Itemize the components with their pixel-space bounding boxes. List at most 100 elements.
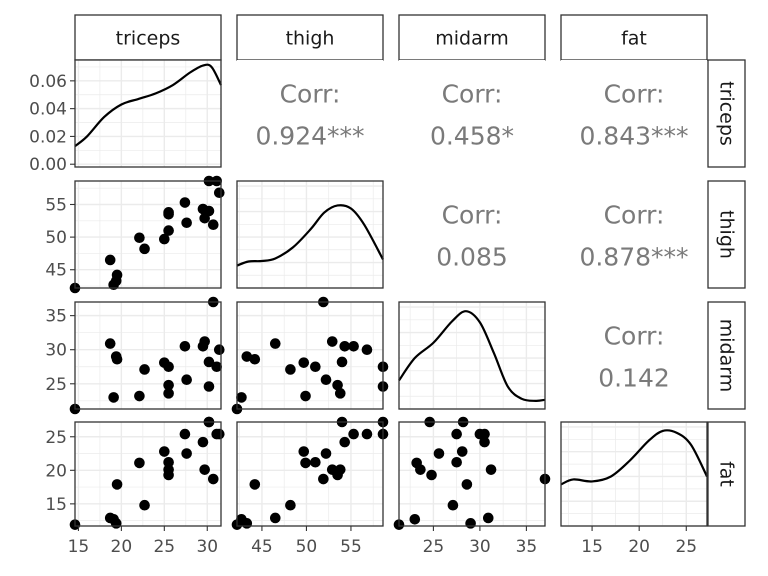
point-midarm-thigh [269, 338, 281, 349]
point-midarm-triceps [163, 361, 174, 373]
point-fat-thigh [298, 446, 310, 457]
strip-box [707, 301, 746, 410]
y-tick-label: 0.04 [29, 100, 67, 120]
strip-box [74, 14, 222, 61]
point-thigh-triceps [111, 269, 123, 281]
y-tick-label: 25 [45, 375, 67, 395]
y-tick-label: 55 [45, 195, 67, 215]
point-midarm-triceps [211, 361, 223, 373]
panel-background [561, 302, 707, 409]
point-thigh-triceps [139, 243, 150, 255]
point-fat-midarm [479, 436, 490, 448]
point-fat-triceps [199, 464, 210, 475]
panel-background [399, 302, 545, 409]
corr-label: Corr: [442, 201, 503, 230]
corr-value: 0.085 [436, 243, 508, 272]
point-midarm-thigh [236, 392, 247, 403]
point-fat-thigh [285, 499, 296, 511]
point-midarm-triceps [139, 364, 150, 375]
density-curve-midarm [398, 310, 546, 402]
x-tick-label: 30 [196, 537, 218, 557]
panel-triceps-fat: Corr: 0.843*** [561, 60, 707, 167]
point-midarm-thigh [334, 388, 346, 399]
corr-label: Corr: [280, 80, 341, 109]
strip-fat: fat [560, 14, 708, 61]
density-curve-fat [560, 429, 708, 486]
row-strip-midarm: midarm [707, 301, 746, 410]
x-tick-label: 55 [340, 537, 362, 557]
point-fat-thigh [326, 464, 338, 475]
row-strip-triceps: triceps [707, 59, 746, 168]
panel-background [561, 181, 707, 288]
x-tick-label: 20 [628, 537, 650, 557]
strip-box [236, 14, 384, 61]
panel-thigh-triceps [69, 175, 225, 294]
x-tick-label: 20 [111, 537, 133, 557]
row-strip-fat: fat [707, 421, 746, 527]
corr-value: 0.142 [598, 364, 670, 393]
point-fat-triceps [111, 479, 123, 490]
point-midarm-triceps [203, 381, 215, 392]
panel-background [75, 422, 221, 526]
point-fat-triceps [139, 499, 150, 511]
strip-label: triceps [716, 81, 738, 146]
point-thigh-triceps [207, 219, 219, 231]
x-tick-label: 50 [296, 537, 318, 557]
panel-background [237, 302, 383, 409]
panel-fat-thigh [231, 416, 389, 530]
corr-value: 0.924*** [255, 122, 364, 151]
x-tick-label: 15 [68, 537, 90, 557]
x-tick-label: 25 [675, 537, 697, 557]
point-midarm-triceps [111, 353, 123, 365]
point-midarm-thigh [310, 361, 321, 373]
panel-fat-midarm [393, 416, 551, 530]
strip-box [398, 14, 546, 61]
strip-box [707, 180, 746, 289]
y-tick-label: 45 [45, 261, 67, 281]
point-fat-thigh [339, 436, 351, 448]
point-fat-triceps [159, 446, 170, 457]
panel-triceps-midarm: Corr: 0.458* [399, 60, 545, 167]
point-midarm-triceps [181, 374, 192, 385]
point-midarm-thigh [326, 336, 338, 347]
strip-thigh: thigh [236, 14, 384, 61]
strip-midarm: midarm [398, 14, 546, 61]
point-fat-midarm [461, 479, 473, 490]
point-midarm-thigh [300, 390, 311, 402]
corr-value: 0.878*** [579, 243, 688, 272]
point-fat-midarm [415, 464, 426, 475]
corr-label: Corr: [604, 201, 665, 230]
point-thigh-triceps [181, 217, 192, 229]
point-midarm-triceps [134, 390, 145, 402]
panel-thigh-fat: Corr: 0.878*** [561, 181, 707, 288]
point-fat-triceps [197, 436, 209, 448]
point-fat-thigh [348, 428, 359, 440]
point-fat-midarm [433, 448, 445, 459]
strip-label: fat [716, 461, 738, 487]
panel-triceps-thigh: Corr: 0.924*** [237, 60, 383, 167]
point-fat-triceps [179, 428, 191, 440]
point-midarm-triceps [213, 344, 225, 356]
strip-label: midarm [435, 28, 508, 50]
point-fat-triceps [104, 512, 116, 524]
panel-border [74, 59, 222, 168]
panel-border [236, 180, 384, 289]
point-midarm-thigh [298, 357, 310, 368]
panel-background [399, 60, 545, 167]
strip-box [707, 421, 746, 527]
panel-background [399, 181, 545, 288]
strip-label: thigh [716, 210, 738, 259]
x-axis: 15 20 25 30 45 50 55 25 30 35 15 20 25 [68, 526, 697, 557]
panel-fat-triceps [69, 416, 225, 530]
strip-label: midarm [716, 319, 738, 392]
point-fat-midarm [474, 428, 486, 440]
point-thigh-triceps [163, 207, 174, 218]
y-tick-label: 35 [45, 307, 67, 327]
point-midarm-triceps [108, 392, 119, 403]
point-midarm-thigh [348, 340, 359, 352]
panel-fat-fat [560, 421, 708, 527]
density-curve-triceps [74, 63, 222, 148]
corr-value: 0.458* [430, 122, 514, 151]
panel-triceps-triceps [74, 59, 222, 168]
x-tick-label: 45 [251, 537, 273, 557]
